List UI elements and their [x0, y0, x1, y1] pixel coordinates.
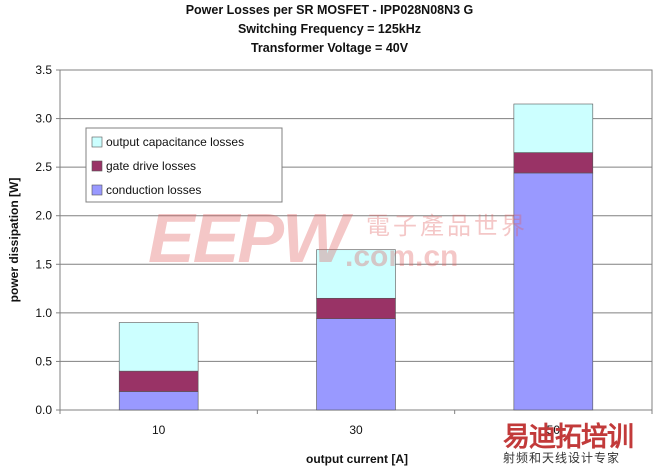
eepw-domain-watermark: .com.cn — [345, 240, 459, 273]
bar-segment — [118, 370, 199, 392]
legend-swatch — [91, 136, 103, 148]
bar-segment — [118, 322, 199, 372]
y-axis-ticks: 0.0 0.5 1.0 1.5 2.0 2.5 3.0 3.5 — [35, 63, 60, 417]
bar-segment — [316, 318, 396, 411]
y-tick-label: 3.0 — [35, 112, 52, 126]
x-tick-label: 10 — [152, 423, 166, 437]
bar-segment — [513, 103, 594, 153]
y-tick-label: 0.0 — [35, 403, 52, 417]
chart-title-line-2: Switching Frequency = 125kHz — [237, 22, 422, 36]
chart-title-line-1: Power Losses per SR MOSFET - IPP028N08N3… — [185, 3, 474, 17]
x-tick-label: 30 — [349, 423, 363, 437]
legend-swatch — [91, 160, 103, 172]
eepw-cn-watermark: 電子產品世界 — [366, 212, 528, 240]
legend-box — [85, 127, 283, 203]
bars — [118, 103, 594, 411]
y-tick-label: 2.5 — [35, 160, 52, 174]
y-tick-label: 0.5 — [35, 354, 52, 368]
eepw-watermark: EEPW — [148, 199, 348, 277]
bar-segment — [316, 297, 396, 319]
bar-segment — [118, 391, 199, 411]
x-axis-ticks: 10 30 50 — [59, 410, 653, 437]
y-tick-label: 1.5 — [35, 257, 52, 271]
legend-label: output capacitance losses — [106, 135, 244, 149]
x-tick-label: 50 — [547, 423, 561, 437]
legend-label: conduction losses — [106, 183, 201, 197]
brand-watermark: 易迪拓培训 — [503, 422, 634, 453]
bar-segment — [513, 172, 594, 411]
legend: output capacitance losses gate drive loss… — [85, 127, 283, 203]
bar-segment — [316, 249, 396, 299]
y-tick-label: 2.0 — [35, 209, 52, 223]
bar-segment — [513, 152, 594, 174]
legend-swatch — [91, 184, 103, 196]
x-axis-label: output current [A] — [306, 452, 408, 466]
y-tick-label: 1.0 — [35, 306, 52, 320]
legend-label: gate drive losses — [106, 159, 196, 173]
brand-subtitle-watermark: 射频和天线设计专家 — [503, 451, 621, 465]
y-tick-label: 3.5 — [35, 63, 52, 77]
chart-title-line-3: Transformer Voltage = 40V — [250, 41, 409, 55]
y-axis-label: power dissipation [W] — [7, 178, 21, 303]
